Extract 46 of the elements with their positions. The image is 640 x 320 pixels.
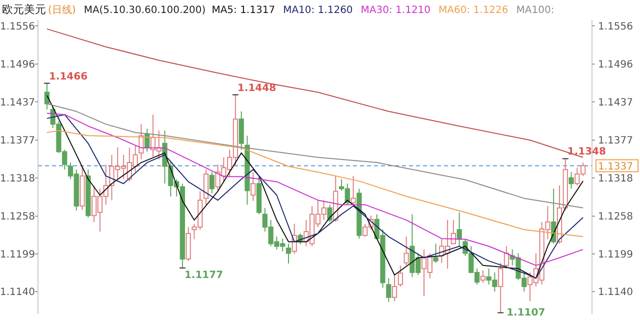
chart-title: 欧元美元	[2, 3, 46, 16]
y-tick-label: 1.1437	[0, 97, 35, 108]
y2-tick-label: 1.1496	[598, 60, 633, 71]
candlestick	[433, 243, 438, 264]
y-tick-label: 1.1258	[0, 212, 35, 223]
candlestick	[209, 172, 214, 194]
annotation: 1.1177	[184, 270, 224, 281]
candlestick	[504, 246, 510, 270]
y2-tick-label: 1.1140	[598, 287, 633, 298]
text: MA30: 1.1210	[360, 5, 431, 16]
candlestick	[327, 204, 332, 222]
y-tick-label: 1.1318	[0, 173, 35, 184]
candlestick	[480, 270, 486, 284]
annotation: 1.1348	[567, 146, 606, 158]
y-tick-label: 1.1140	[0, 287, 35, 298]
ref-line-label: 1.1337	[598, 162, 633, 173]
y2-tick-label: 1.1258	[598, 212, 633, 223]
candlestick	[404, 236, 409, 266]
text: MA(5.10.30.60.100.200)	[84, 5, 206, 16]
y-tick-label: 1.1556	[0, 21, 35, 32]
candlestick	[392, 274, 398, 302]
y2-tick-label: 1.1437	[598, 97, 633, 108]
text: MA60: 1.1226	[438, 5, 508, 16]
candlestick	[386, 278, 392, 302]
y-tick-label: 1.1377	[0, 136, 35, 147]
annotation: 1.1466	[48, 71, 88, 82]
text: MA5: 1.1317	[212, 5, 276, 16]
candlestick	[286, 243, 292, 264]
candlestick	[250, 172, 256, 202]
y2-tick-label: 1.1377	[598, 136, 633, 147]
y-tick-label: 1.1199	[0, 249, 35, 260]
candlestick	[568, 172, 574, 190]
candlestick	[138, 124, 144, 160]
text: MA100:	[516, 5, 554, 16]
text: MA10: 1.1260	[283, 5, 353, 16]
y2-tick-label: 1.1318	[598, 173, 633, 184]
annotation: 1.1448	[237, 82, 276, 94]
y2-tick-label: 1.1556	[598, 21, 633, 32]
candlestick	[398, 264, 403, 288]
y2-tick-label: 1.1199	[598, 249, 633, 260]
chart-subtitle: (日线)	[48, 4, 76, 16]
candlestick	[498, 262, 504, 314]
y-tick-label: 1.1496	[0, 60, 35, 71]
annotation: 1.1107	[506, 308, 546, 319]
candlestick	[350, 175, 356, 206]
candlestick	[44, 82, 50, 110]
